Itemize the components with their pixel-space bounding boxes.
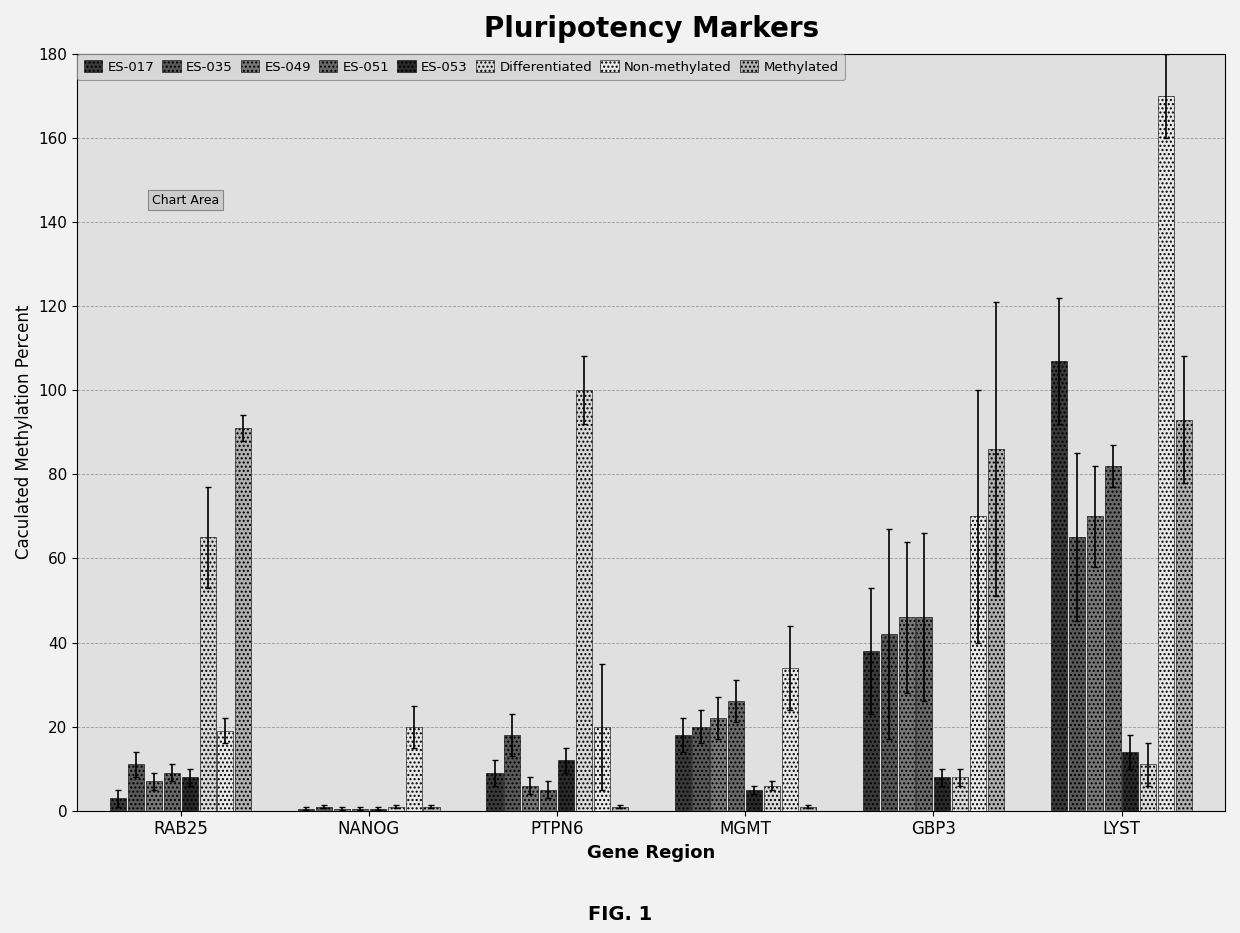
Bar: [1158, 96, 1174, 811]
Bar: [916, 618, 932, 811]
Bar: [486, 773, 502, 811]
X-axis label: Gene Region: Gene Region: [587, 844, 715, 862]
Bar: [164, 773, 180, 811]
Bar: [692, 727, 708, 811]
Text: FIG. 1: FIG. 1: [588, 905, 652, 924]
Bar: [541, 789, 557, 811]
Bar: [558, 760, 574, 811]
Bar: [711, 718, 727, 811]
Bar: [236, 428, 252, 811]
Bar: [746, 789, 763, 811]
Bar: [863, 651, 879, 811]
Bar: [423, 806, 439, 811]
Bar: [728, 702, 744, 811]
Bar: [800, 806, 816, 811]
Bar: [200, 537, 216, 811]
Bar: [1052, 361, 1066, 811]
Bar: [1105, 466, 1121, 811]
Bar: [1141, 764, 1157, 811]
Bar: [370, 809, 386, 811]
Bar: [388, 806, 404, 811]
Bar: [594, 727, 610, 811]
Legend: ES-017, ES-035, ES-049, ES-051, ES-053, Differentiated, Non-methylated, Methylat: ES-017, ES-035, ES-049, ES-051, ES-053, …: [77, 54, 844, 80]
Bar: [934, 777, 950, 811]
Bar: [880, 634, 897, 811]
Bar: [334, 809, 350, 811]
Bar: [899, 618, 915, 811]
Bar: [146, 781, 162, 811]
Bar: [181, 777, 197, 811]
Bar: [505, 735, 521, 811]
Bar: [764, 786, 780, 811]
Bar: [988, 449, 1004, 811]
Bar: [522, 786, 538, 811]
Bar: [316, 806, 332, 811]
Bar: [611, 806, 627, 811]
Bar: [299, 809, 315, 811]
Bar: [217, 731, 233, 811]
Bar: [952, 777, 968, 811]
Y-axis label: Caculated Methylation Percent: Caculated Methylation Percent: [15, 305, 33, 560]
Bar: [1069, 537, 1085, 811]
Bar: [352, 809, 368, 811]
Bar: [675, 735, 691, 811]
Bar: [128, 764, 144, 811]
Text: Chart Area: Chart Area: [151, 194, 219, 207]
Bar: [405, 727, 422, 811]
Title: Pluripotency Markers: Pluripotency Markers: [484, 15, 818, 43]
Bar: [575, 390, 591, 811]
Bar: [1086, 516, 1102, 811]
Bar: [782, 668, 799, 811]
Bar: [970, 516, 986, 811]
Bar: [110, 798, 126, 811]
Bar: [1122, 752, 1138, 811]
Bar: [1176, 420, 1192, 811]
